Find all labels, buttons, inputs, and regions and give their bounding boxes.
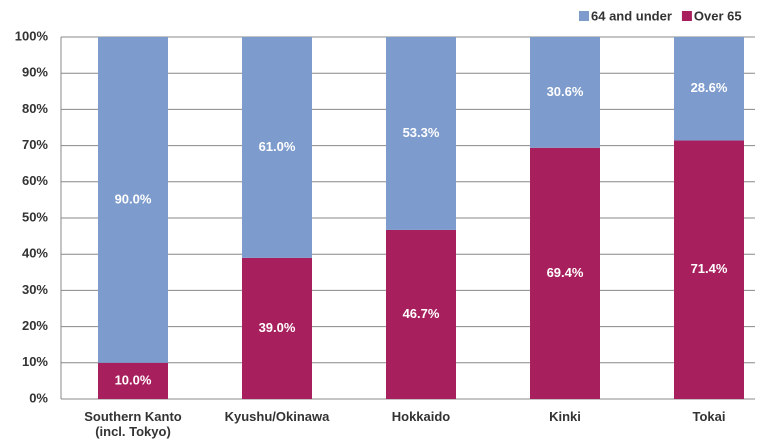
- bar-segment: [674, 140, 744, 400]
- y-tick-label: 40%: [22, 246, 48, 261]
- bar-segment: [242, 37, 312, 258]
- y-tick-label: 100%: [15, 28, 49, 43]
- value-label: 61.0%: [259, 139, 296, 154]
- x-tick-label: Hokkaido: [391, 409, 451, 424]
- value-label: 10.0%: [115, 372, 152, 387]
- value-label: 90.0%: [115, 191, 152, 206]
- y-tick-label: 70%: [22, 137, 48, 152]
- x-tick-label: Tokai: [692, 409, 726, 424]
- y-tick-label: 60%: [22, 173, 48, 188]
- y-tick-label: 80%: [22, 101, 48, 116]
- bar-segment: [242, 257, 312, 399]
- y-tick-label: 90%: [22, 65, 48, 80]
- bar-segment: [386, 37, 456, 230]
- y-tick-label: 0%: [29, 390, 48, 405]
- x-tick-label: Southern Kanto (incl. Tokyo): [84, 409, 182, 439]
- legend-swatch: [681, 11, 692, 21]
- value-label: 39.0%: [259, 320, 296, 335]
- y-tick-label: 20%: [22, 318, 48, 333]
- y-tick-label: 50%: [22, 209, 48, 224]
- bar-segment: [98, 362, 168, 399]
- value-label: 69.4%: [547, 265, 584, 280]
- value-label: 28.6%: [691, 80, 728, 95]
- value-label: 46.7%: [403, 306, 440, 321]
- bar-segment: [674, 37, 744, 141]
- legend-label: Over 65: [694, 8, 742, 23]
- bar-segment: [530, 37, 600, 148]
- legend-swatch: [579, 11, 589, 21]
- bar-segment: [530, 147, 600, 399]
- x-tick-label: Kyushu/Okinawa: [224, 409, 330, 424]
- y-tick-label: 10%: [22, 354, 48, 369]
- x-tick-label: Kinki: [549, 409, 581, 424]
- value-label: 30.6%: [547, 84, 584, 99]
- legend-label: 64 and under: [591, 8, 672, 23]
- bar-segment: [386, 229, 456, 399]
- value-label: 71.4%: [691, 261, 728, 276]
- y-tick-label: 30%: [22, 282, 48, 297]
- bar-segment: [98, 37, 168, 363]
- value-label: 53.3%: [403, 125, 440, 140]
